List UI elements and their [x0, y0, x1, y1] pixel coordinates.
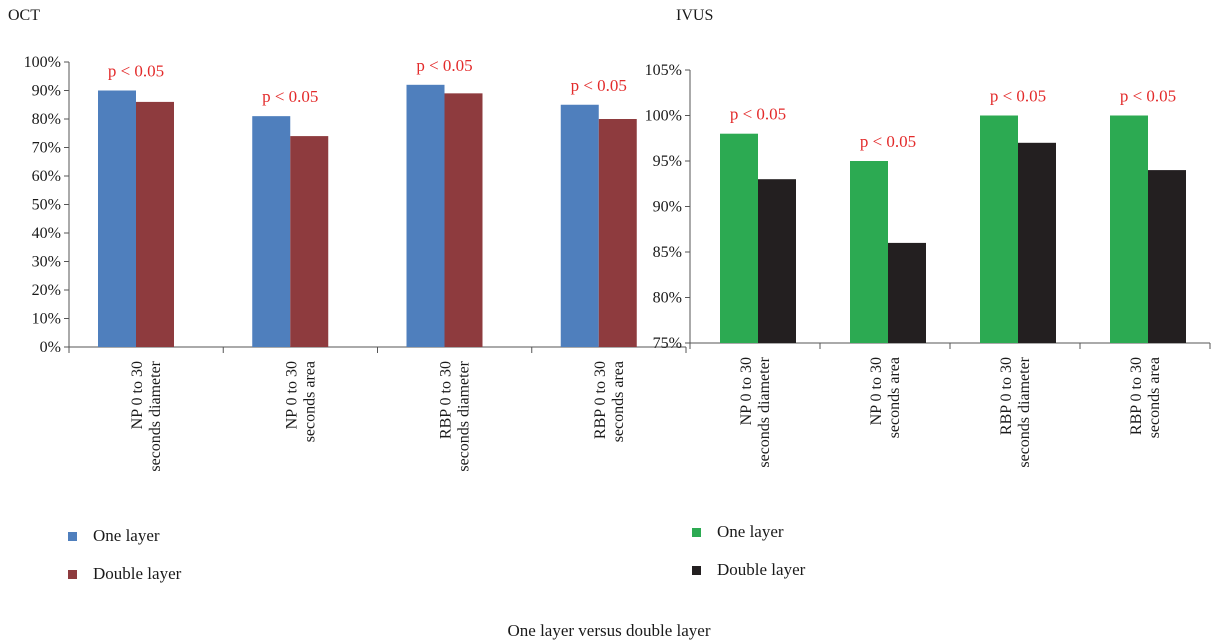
ivus-x-tick-label-line1: RBP 0 to 30: [1128, 357, 1145, 435]
ivus-legend-swatch: [692, 528, 701, 537]
ivus-x-tick-label: NP 0 to 30 seconds area: [868, 357, 903, 438]
ivus-x-tick-label: NP 0 to 30 seconds diameter: [738, 356, 773, 467]
oct-x-tick-label-line1: RBP 0 to 30: [592, 361, 609, 439]
ivus-bar-double-layer: [758, 179, 796, 343]
ivus-legend-swatch: [692, 566, 701, 575]
oct-y-tick-label: 30%: [32, 254, 61, 271]
ivus-p-value-annotation: p < 0.05: [730, 105, 786, 124]
oct-bar-double-layer: [598, 119, 637, 347]
ivus-bar-double-layer: [1018, 142, 1056, 343]
ivus-p-value-annotation: p < 0.05: [990, 87, 1046, 106]
oct-x-tick-label-line2: seconds area: [610, 361, 627, 442]
oct-x-tick-label: RBP 0 to 30 seconds diameter: [438, 360, 473, 471]
oct-p-value-annotation: p < 0.05: [571, 76, 627, 95]
figure-caption: One layer versus double layer: [508, 621, 711, 640]
oct-x-tick-label-line2: seconds diameter: [147, 360, 164, 471]
oct-x-tick-label-line1: NP 0 to 30: [129, 361, 146, 429]
oct-y-tick-label: 10%: [32, 311, 61, 328]
oct-bar-double-layer: [136, 101, 174, 348]
ivus-y-tick-label: 90%: [653, 199, 682, 216]
oct-bar-one-layer: [252, 116, 291, 348]
oct-y-tick-label: 20%: [32, 282, 61, 299]
ivus-y-tick-label: 100%: [645, 108, 682, 125]
oct-y-tick-label: 40%: [32, 225, 61, 242]
ivus-x-tick-label-line2: seconds area: [1146, 357, 1163, 438]
ivus-y-tick-label: 105%: [645, 62, 682, 79]
oct-x-tick-label: NP 0 to 30 seconds area: [283, 361, 318, 442]
ivus-y-tick-label: 95%: [653, 153, 682, 170]
ivus-y-tick-label: 80%: [653, 290, 682, 307]
oct-y-tick-label: 50%: [32, 197, 61, 214]
oct-p-value-annotation: p < 0.05: [262, 87, 318, 106]
ivus-x-tick-label-line2: seconds diameter: [756, 356, 773, 467]
oct-legend-swatch: [68, 532, 77, 541]
ivus-y-tick-label: 85%: [653, 244, 682, 261]
oct-y-tick-label: 70%: [32, 140, 61, 157]
oct-y-tick-label: 80%: [32, 111, 61, 128]
ivus-bar-double-layer: [1148, 170, 1186, 343]
oct-y-tick-label: 100%: [24, 54, 61, 71]
ivus-bar-one-layer: [1110, 115, 1148, 343]
ivus-legend-label: One layer: [717, 522, 784, 541]
ivus-x-tick-label: RBP 0 to 30 seconds area: [1128, 357, 1163, 438]
oct-legend-label: One layer: [93, 526, 160, 545]
oct-bar-one-layer: [98, 90, 136, 347]
ivus-bar-double-layer: [888, 242, 926, 343]
ivus-chart: IVUS 75% 80% 85% 90% 95% 100% 105% p < 0.05 NP 0 …: [645, 7, 1211, 579]
ivus-bar-one-layer: [980, 115, 1018, 343]
ivus-x-tick-label-line1: RBP 0 to 30: [998, 357, 1015, 435]
oct-bar-one-layer: [560, 104, 599, 347]
ivus-bar-one-layer: [720, 133, 758, 343]
ivus-legend-label: Double layer: [717, 560, 806, 579]
oct-p-value-annotation: p < 0.05: [108, 62, 164, 81]
oct-x-tick-label: NP 0 to 30 seconds diameter: [129, 360, 164, 471]
oct-bar-one-layer: [406, 84, 445, 348]
oct-x-tick-label: RBP 0 to 30 seconds area: [592, 361, 627, 442]
oct-p-value-annotation: p < 0.05: [416, 56, 472, 75]
ivus-x-tick-label-line2: seconds area: [886, 357, 903, 438]
oct-x-tick-label-line2: seconds area: [301, 361, 318, 442]
oct-bar-double-layer: [444, 93, 483, 347]
oct-x-tick-label-line2: seconds diameter: [456, 360, 473, 471]
ivus-x-tick-label-line1: NP 0 to 30: [868, 357, 885, 425]
oct-x-tick-label-line1: RBP 0 to 30: [438, 361, 455, 439]
ivus-x-tick-label: RBP 0 to 30 seconds diameter: [998, 356, 1033, 467]
oct-y-tick-label: 60%: [32, 168, 61, 185]
ivus-p-value-annotation: p < 0.05: [1120, 87, 1176, 106]
oct-chart: OCT 0% 10% 20% 30% 40% 50% 60% 70% 80% 90% 100% p < …: [8, 7, 687, 583]
ivus-x-tick-label-line2: seconds diameter: [1016, 356, 1033, 467]
oct-x-tick-label-line1: NP 0 to 30: [283, 361, 300, 429]
oct-legend-label: Double layer: [93, 564, 182, 583]
ivus-x-tick-label-line1: NP 0 to 30: [738, 357, 755, 425]
oct-bar-double-layer: [290, 136, 329, 347]
ivus-bar-one-layer: [850, 161, 888, 343]
ivus-p-value-annotation: p < 0.05: [860, 132, 916, 151]
oct-legend-swatch: [68, 570, 77, 579]
oct-y-tick-label: 90%: [32, 83, 61, 100]
oct-chart-title: OCT: [8, 7, 40, 24]
oct-y-tick-label: 0%: [40, 339, 61, 356]
ivus-chart-title: IVUS: [676, 7, 713, 24]
ivus-y-tick-label: 75%: [653, 335, 682, 352]
